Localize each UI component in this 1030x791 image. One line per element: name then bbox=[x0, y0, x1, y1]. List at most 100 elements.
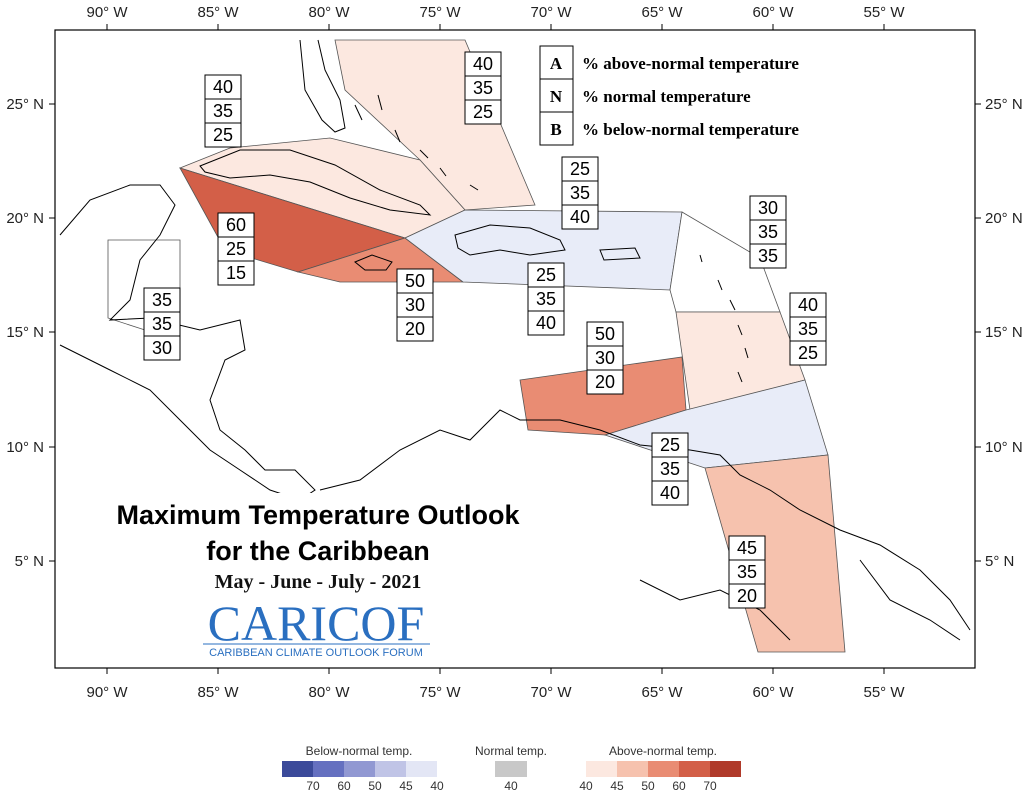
prob-value-below: 20 bbox=[595, 372, 615, 392]
x-tick-label-top: 65° W bbox=[641, 4, 683, 21]
prob-value-normal: 35 bbox=[536, 289, 556, 309]
prob-cell-below bbox=[789, 340, 827, 366]
x-tick-label-bottom: 60° W bbox=[752, 684, 794, 701]
caricof-tagline: CARIBBEAN CLIMATE OUTLOOK FORUM bbox=[209, 647, 423, 659]
puerto-rico-island bbox=[599, 247, 641, 261]
map-title-line2: for the Caribbean bbox=[206, 536, 430, 566]
prob-cell-normal bbox=[464, 75, 502, 101]
x-tick-label-bottom: 80° W bbox=[308, 684, 350, 701]
colorbar-above-tick: 60 bbox=[672, 779, 686, 791]
prob-value-below: 20 bbox=[737, 586, 757, 606]
prob-value-normal: 35 bbox=[213, 101, 233, 121]
y-tick-label-right: 5° N bbox=[985, 553, 1014, 570]
prob-value-normal: 35 bbox=[660, 459, 680, 479]
colorbar-above-swatch bbox=[679, 761, 710, 777]
legend-key-n: N bbox=[550, 87, 563, 106]
colorbar-above-swatch bbox=[586, 761, 617, 777]
prob-box-cayman[interactable]: 60 25 15 bbox=[217, 212, 255, 286]
central-america bbox=[59, 184, 316, 501]
colorbar-above-tick: 40 bbox=[579, 779, 593, 791]
colorbar-above-tick: 50 bbox=[641, 779, 655, 791]
prob-box-jamaica[interactable]: 50 30 20 bbox=[396, 268, 434, 342]
y-tick-label-left: 10° N bbox=[6, 439, 44, 456]
colorbar-normal-swatch bbox=[495, 761, 527, 777]
prob-cell-normal bbox=[586, 345, 624, 371]
y-tick-label-left: 15° N bbox=[6, 324, 44, 341]
colorbar-below-tick: 50 bbox=[368, 779, 382, 791]
prob-cell-below bbox=[749, 243, 787, 269]
prob-value-above: 25 bbox=[660, 435, 680, 455]
colorbar: Below-normal temp. Normal temp. Above-no… bbox=[282, 744, 741, 791]
lesser-antilles bbox=[699, 254, 749, 383]
prob-value-below: 20 bbox=[405, 319, 425, 339]
colorbar-below-swatch bbox=[406, 761, 437, 777]
prob-cell-above bbox=[789, 292, 827, 318]
prob-value-normal: 35 bbox=[798, 319, 818, 339]
prob-value-below: 25 bbox=[473, 102, 493, 122]
prob-box-windward[interactable]: 40 35 25 bbox=[789, 292, 827, 366]
y-tick-label-left: 5° N bbox=[15, 553, 44, 570]
prob-value-below: 40 bbox=[660, 483, 680, 503]
colorbar-above-tick: 45 bbox=[610, 779, 624, 791]
abn-legend: A N B % above-normal temperature % norma… bbox=[539, 45, 799, 146]
colorbar-below-swatch bbox=[282, 761, 313, 777]
prob-value-above: 40 bbox=[213, 77, 233, 97]
prob-cell-above bbox=[728, 535, 766, 561]
prob-box-hispaniola-pr[interactable]: 25 35 40 bbox=[561, 156, 599, 230]
prob-box-leeward[interactable]: 30 35 35 bbox=[749, 195, 787, 269]
prob-cell-normal bbox=[749, 219, 787, 245]
y-tick-label-right: 10° N bbox=[985, 439, 1023, 456]
x-tick-label-top: 55° W bbox=[863, 4, 905, 21]
colorbar-below-swatch bbox=[375, 761, 406, 777]
prob-box-belize[interactable]: 35 35 30 bbox=[143, 287, 181, 361]
colorbar-normal-tick: 40 bbox=[504, 779, 518, 791]
prob-cell-above bbox=[527, 262, 565, 288]
colorbar-below-tick: 70 bbox=[306, 779, 320, 791]
prob-cell-above bbox=[464, 51, 502, 77]
x-axis-ticks: 90° W 90° W 85° W 85° W 80° W 80° W 75° W 75° W… bbox=[86, 4, 905, 701]
x-tick-label-bottom: 90° W bbox=[86, 684, 128, 701]
map-title-line1: Maximum Temperature Outlook bbox=[116, 500, 520, 530]
prob-cell-above bbox=[143, 287, 181, 313]
prob-cell-below bbox=[204, 122, 242, 148]
x-tick-label-top: 90° W bbox=[86, 4, 128, 21]
legend-key-box-b bbox=[539, 111, 574, 146]
colorbar-above-swatch bbox=[617, 761, 648, 777]
prob-cell-below bbox=[396, 316, 434, 342]
prob-value-normal: 30 bbox=[405, 295, 425, 315]
prob-box-virgin-islands[interactable]: 25 35 40 bbox=[527, 262, 565, 336]
y-tick-label-left: 20° N bbox=[6, 210, 44, 227]
colorbar-below-tick: 40 bbox=[430, 779, 444, 791]
prob-value-above: 25 bbox=[536, 265, 556, 285]
prob-value-below: 35 bbox=[758, 246, 778, 266]
prob-box-cuba[interactable]: 40 35 25 bbox=[204, 74, 242, 148]
colorbar-above-swatch bbox=[648, 761, 679, 777]
prob-cell-below bbox=[561, 204, 599, 230]
prob-value-above: 30 bbox=[758, 198, 778, 218]
prob-value-normal: 35 bbox=[152, 314, 172, 334]
prob-value-normal: 35 bbox=[473, 78, 493, 98]
legend-text-a: % above-normal temperature bbox=[582, 54, 799, 73]
prob-value-below: 30 bbox=[152, 338, 172, 358]
prob-cell-normal bbox=[143, 311, 181, 337]
legend-key-b: B bbox=[550, 120, 561, 139]
prob-cell-below bbox=[527, 310, 565, 336]
prob-cell-below bbox=[728, 583, 766, 609]
prob-box-abc-islands[interactable]: 50 30 20 bbox=[586, 321, 624, 395]
prob-cell-below bbox=[651, 480, 689, 506]
prob-box-bahamas[interactable]: 40 35 25 bbox=[464, 51, 502, 125]
prob-cell-below bbox=[143, 335, 181, 361]
legend-key-box-a bbox=[539, 45, 574, 80]
inland-rivers bbox=[639, 559, 961, 641]
prob-value-above: 50 bbox=[405, 271, 425, 291]
prob-box-guianas[interactable]: 45 35 20 bbox=[728, 535, 766, 609]
y-tick-label-right: 25° N bbox=[985, 96, 1023, 113]
prob-value-normal: 35 bbox=[570, 183, 590, 203]
prob-box-trinidad[interactable]: 25 35 40 bbox=[651, 432, 689, 506]
colorbar-below-title: Below-normal temp. bbox=[306, 744, 413, 758]
prob-cell-normal bbox=[527, 286, 565, 312]
map-period: May - June - July - 2021 bbox=[215, 571, 422, 593]
prob-cell-above bbox=[396, 268, 434, 294]
